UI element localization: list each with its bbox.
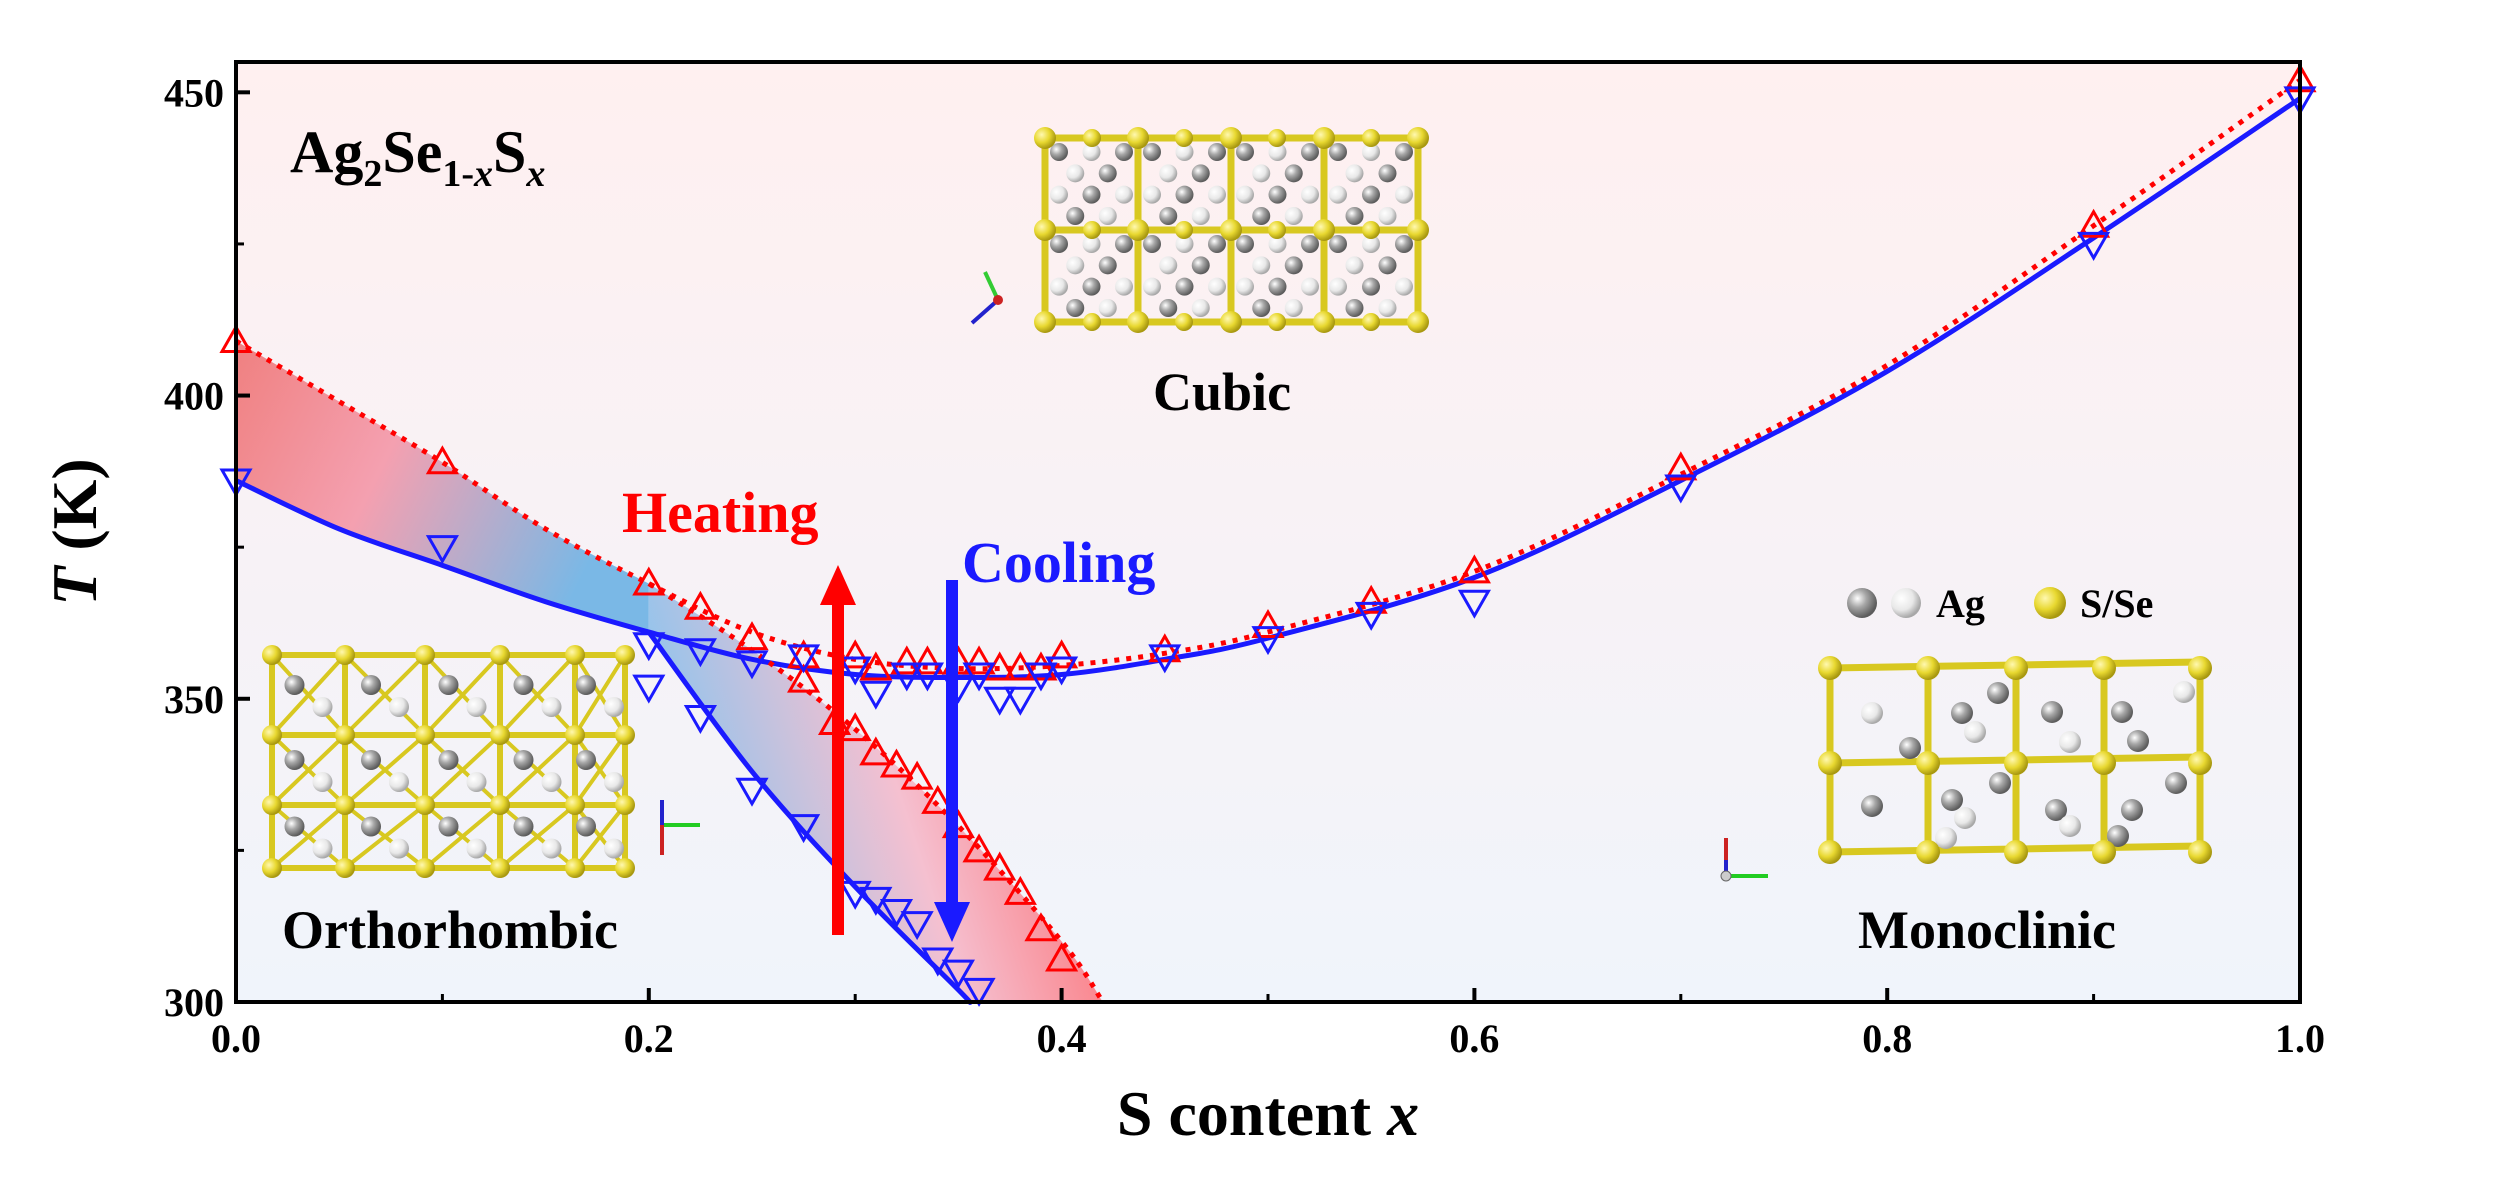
- marker-triangle-up: [838, 712, 872, 742]
- marker-triangle-down: [735, 650, 769, 680]
- marker-triangle-up: [910, 645, 945, 675]
- marker-triangle-down: [1045, 656, 1079, 686]
- cubic-label: Cubic: [1153, 362, 1291, 422]
- heating-curve-0: [234, 78, 2302, 672]
- y-tick-label: 300: [164, 980, 224, 1025]
- marker-triangle-down: [859, 680, 893, 710]
- legend-s-label: S/Se: [2080, 581, 2153, 626]
- marker-triangle-down: [1024, 662, 1058, 692]
- marker-triangle-up: [900, 760, 934, 790]
- marker-triangle-up: [735, 621, 769, 651]
- marker-triangle-up: [838, 639, 872, 669]
- marker-triangle-up: [890, 645, 924, 675]
- marker-triangle-up: [1024, 912, 1058, 942]
- marker-triangle-down: [838, 880, 872, 910]
- data-markers: [219, 63, 2317, 1007]
- marker-triangle-down: [632, 674, 666, 704]
- marker-triangle-up: [1457, 554, 1491, 584]
- hysteresis-region-upper: [236, 340, 649, 633]
- y-tick-label: 450: [164, 70, 224, 115]
- marker-triangle-up: [962, 645, 996, 675]
- marker-triangle-up: [921, 784, 955, 814]
- marker-triangle-up: [787, 663, 821, 693]
- x-tick-label: 0.2: [624, 1016, 674, 1061]
- marker-triangle-down: [962, 977, 996, 1007]
- s-atom-icon: [2034, 587, 2066, 619]
- x-tick-label: 0.6: [1449, 1016, 1499, 1061]
- monoclinic-label: Monoclinic: [1858, 900, 2116, 960]
- marker-triangle-down: [1457, 589, 1491, 619]
- x-tick-label: 1.0: [2275, 1016, 2325, 1061]
- marker-triangle-up: [683, 590, 717, 620]
- ag-light-atom-icon: [1891, 588, 1921, 618]
- marker-triangle-up: [1354, 584, 1388, 614]
- marker-triangle-up: [859, 651, 893, 681]
- axes-triad-cubic: [970, 271, 1003, 325]
- hysteresis-region-lower: [648, 583, 1103, 1003]
- cooling-curve-1: [234, 96, 2302, 681]
- marker-triangle-up: [859, 736, 893, 766]
- cubic-structure-inset: [1034, 127, 1429, 333]
- heating-arrow: [820, 565, 856, 935]
- marker-triangle-down: [683, 638, 717, 668]
- marker-triangle-up: [1045, 942, 1079, 972]
- marker-triangle-down: [425, 535, 459, 565]
- marker-triangle-down: [632, 632, 666, 662]
- marker-triangle-up: [632, 566, 666, 596]
- marker-triangle-up: [1148, 633, 1182, 663]
- y-tick-label: 350: [164, 677, 224, 722]
- marker-triangle-down: [787, 644, 821, 674]
- orthorhombic-label: Orthorhombic: [282, 900, 618, 960]
- axes-triad-mono: [1720, 838, 1768, 882]
- formula-label: Ag2Se1-xSx: [290, 119, 545, 195]
- marker-triangle-down: [1664, 474, 1698, 504]
- marker-triangle-up: [2077, 208, 2111, 238]
- marker-triangle-down: [838, 656, 872, 686]
- marker-triangle-up: [983, 851, 1017, 881]
- cooling-arrow: [934, 580, 970, 942]
- marker-triangle-down: [1251, 626, 1285, 656]
- monoclinic-structure-inset: [1818, 656, 2212, 864]
- marker-triangle-down: [735, 777, 769, 807]
- heating-label: Heating: [622, 480, 819, 545]
- legend-ag-label: Ag: [1936, 581, 1985, 626]
- marker-triangle-down: [1148, 644, 1182, 674]
- axis-ticks: 0.0 0.2 0.4 0.6 0.8 1.0 300 350 400 450: [164, 70, 2325, 1061]
- marker-triangle-up: [1664, 451, 1698, 481]
- x-axis-title: S content x: [1117, 1078, 1419, 1149]
- cooling-label: Cooling: [962, 530, 1155, 595]
- marker-triangle-down: [1003, 686, 1037, 716]
- marker-triangle-down: [890, 662, 924, 692]
- x-tick-label: 0.4: [1037, 1016, 1087, 1061]
- marker-triangle-down: [683, 704, 717, 734]
- y-axis-title: T (K): [39, 458, 110, 606]
- marker-triangle-up: [1251, 608, 1285, 638]
- marker-triangle-up: [425, 445, 459, 475]
- phase-regions: [236, 340, 1103, 1003]
- marker-triangle-up: [962, 833, 996, 863]
- marker-triangle-down: [941, 959, 975, 989]
- orthorhombic-structure-inset: [262, 645, 635, 878]
- marker-triangle-down: [1354, 601, 1388, 631]
- marker-triangle-up: [879, 748, 914, 778]
- x-tick-label: 0.8: [1862, 1016, 1912, 1061]
- x-tick-label: 0.0: [211, 1016, 261, 1061]
- ag-dark-atom-icon: [1847, 588, 1877, 618]
- marker-triangle-down: [962, 662, 996, 692]
- marker-triangle-down: [787, 814, 821, 844]
- y-tick-label: 400: [164, 374, 224, 419]
- marker-triangle-down: [983, 686, 1017, 716]
- axes-triad-ortho: [660, 800, 700, 855]
- marker-triangle-down: [910, 662, 945, 692]
- marker-triangle-down: [900, 911, 934, 941]
- marker-triangle-up: [1045, 639, 1079, 669]
- marker-triangle-up: [1003, 875, 1037, 905]
- atom-legend: Ag S/Se: [1847, 581, 2153, 626]
- marker-triangle-down: [2077, 231, 2111, 261]
